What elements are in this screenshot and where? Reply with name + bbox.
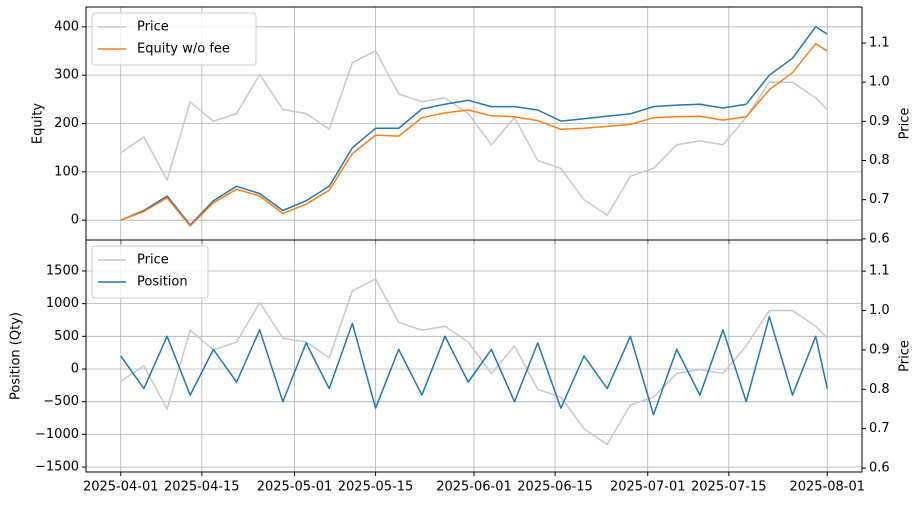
legend-label: Position <box>137 275 188 290</box>
y2-tick-label: 0.7 <box>869 192 890 207</box>
y2-axis-label: Price <box>898 108 913 140</box>
y2-tick-label: 0.8 <box>869 153 890 168</box>
legend: Price Equity w/o fee <box>91 12 257 66</box>
y-tick-label: 200 <box>54 116 79 131</box>
y-tick-label: 1000 <box>46 296 79 311</box>
y-tick-label: −1000 <box>35 427 79 442</box>
y-tick-label: 300 <box>54 68 79 83</box>
y2-tick-label: 0.9 <box>869 342 890 357</box>
axes-frame <box>85 239 863 473</box>
y-tick-label: 0 <box>71 213 79 228</box>
y-tick-label: 100 <box>54 164 79 179</box>
x-tick-label: 2025-05-01 <box>257 480 333 495</box>
y-tick-label: 0 <box>71 362 79 377</box>
y2-tick-label: 1.1 <box>869 36 890 51</box>
x-tick-label: 2025-05-15 <box>338 480 414 495</box>
y2-axis-label: Price <box>898 340 913 372</box>
y-tick-label: 400 <box>54 19 79 34</box>
legend: Price Position <box>91 245 209 299</box>
legend-label: Equity w/o fee <box>137 42 230 57</box>
y-tick-label: −500 <box>43 394 79 409</box>
y2-tick-label: 0.6 <box>869 231 890 246</box>
x-tick-label: 2025-07-01 <box>610 480 686 495</box>
legend-label: Price <box>137 253 169 268</box>
y2-tick-label: 1.0 <box>869 75 890 90</box>
series-line <box>120 50 828 217</box>
x-tick-label: 2025-08-01 <box>789 480 865 495</box>
y-tick-label: −1500 <box>35 460 79 475</box>
y2-tick-label: 0.7 <box>869 421 890 436</box>
legend-label: Price <box>137 20 169 35</box>
x-tick-label: 2025-06-01 <box>436 480 512 495</box>
legend-box <box>91 12 257 66</box>
y2-tick-label: 0.8 <box>869 382 890 397</box>
y-axis-label: Equity <box>31 103 46 144</box>
series-line <box>120 278 828 446</box>
y-tick-label: 1500 <box>46 263 79 278</box>
x-tick-label: 2025-04-01 <box>83 480 159 495</box>
x-tick-label: 2025-07-15 <box>691 480 767 495</box>
y2-tick-label: 0.9 <box>869 114 890 129</box>
x-tick-label: 2025-04-15 <box>164 480 240 495</box>
y-axis-label: Position (Qty) <box>9 312 24 400</box>
y2-tick-label: 1.1 <box>869 264 890 279</box>
legend-box <box>91 245 209 299</box>
series-line <box>120 26 828 226</box>
series-line <box>120 42 828 227</box>
x-tick-label: 2025-06-15 <box>517 480 593 495</box>
series-line <box>120 315 829 416</box>
y-tick-label: 500 <box>54 329 79 344</box>
y2-tick-label: 0.6 <box>869 461 890 476</box>
y2-tick-label: 1.0 <box>869 303 890 318</box>
